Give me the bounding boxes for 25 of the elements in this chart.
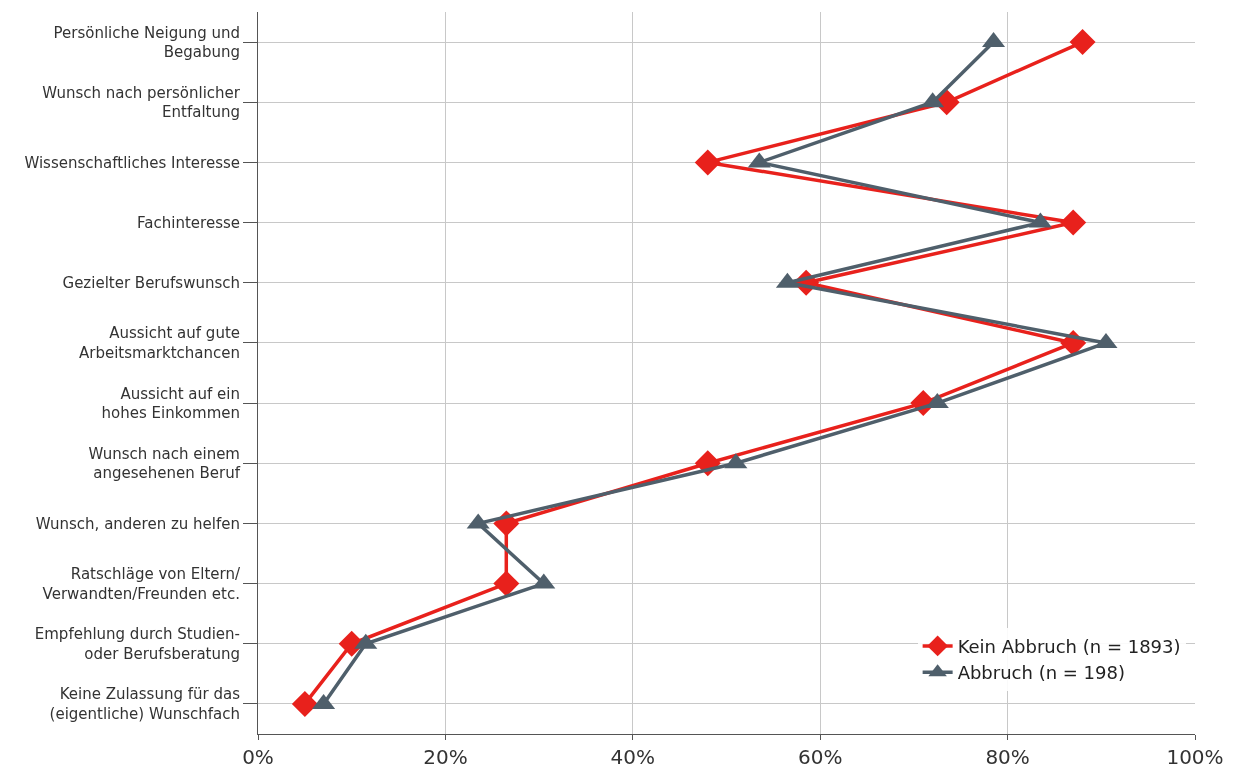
legend-label: Kein Abbruch (n = 1893) <box>957 635 1181 657</box>
y-tick-label: Aussicht auf gute Arbeitsmarktchancen <box>78 324 240 362</box>
point <box>694 149 721 176</box>
point <box>1069 29 1096 56</box>
y-tick-label: Wunsch, anderen zu helfen <box>35 514 240 533</box>
x-tick-label: 40% <box>610 745 656 769</box>
point <box>1060 209 1087 236</box>
x-tick-label: 20% <box>423 745 468 769</box>
y-tick-label: Gezielter Berufswunsch <box>62 274 240 292</box>
y-tick-label: Keine Zulassung für das (eigentliche) Wunschfach <box>49 685 241 723</box>
x-tick-label: 0% <box>242 745 274 769</box>
y-tick-label: Aussicht auf ein hohes Einkommen <box>101 384 240 423</box>
y-tick-label: Wunsch nach einem angesehenen Beruf <box>88 444 241 483</box>
y-tick-label: Wissenschaftliches Interesse <box>24 153 240 172</box>
point <box>493 570 520 597</box>
point <box>291 690 318 717</box>
legend-label: Abbruch (n = 198) <box>957 662 1125 684</box>
y-tick-label: Persönliche Neigung und Begabung <box>53 23 240 62</box>
y-tick-label: Fachinteresse <box>137 213 240 232</box>
x-tick-label: 60% <box>797 745 843 769</box>
y-tick-label: Wunsch nach persönlicher Entfaltung <box>42 83 241 122</box>
y-tick-label: Empfehlung durch Studien- oder Berufsberatung <box>34 625 240 663</box>
x-tick-label: 80% <box>985 745 1030 769</box>
y-tick-label: Ratschläge von Eltern/ Verwandten/Freunden etc. <box>42 565 241 603</box>
x-tick-label: 100% <box>1166 745 1224 769</box>
